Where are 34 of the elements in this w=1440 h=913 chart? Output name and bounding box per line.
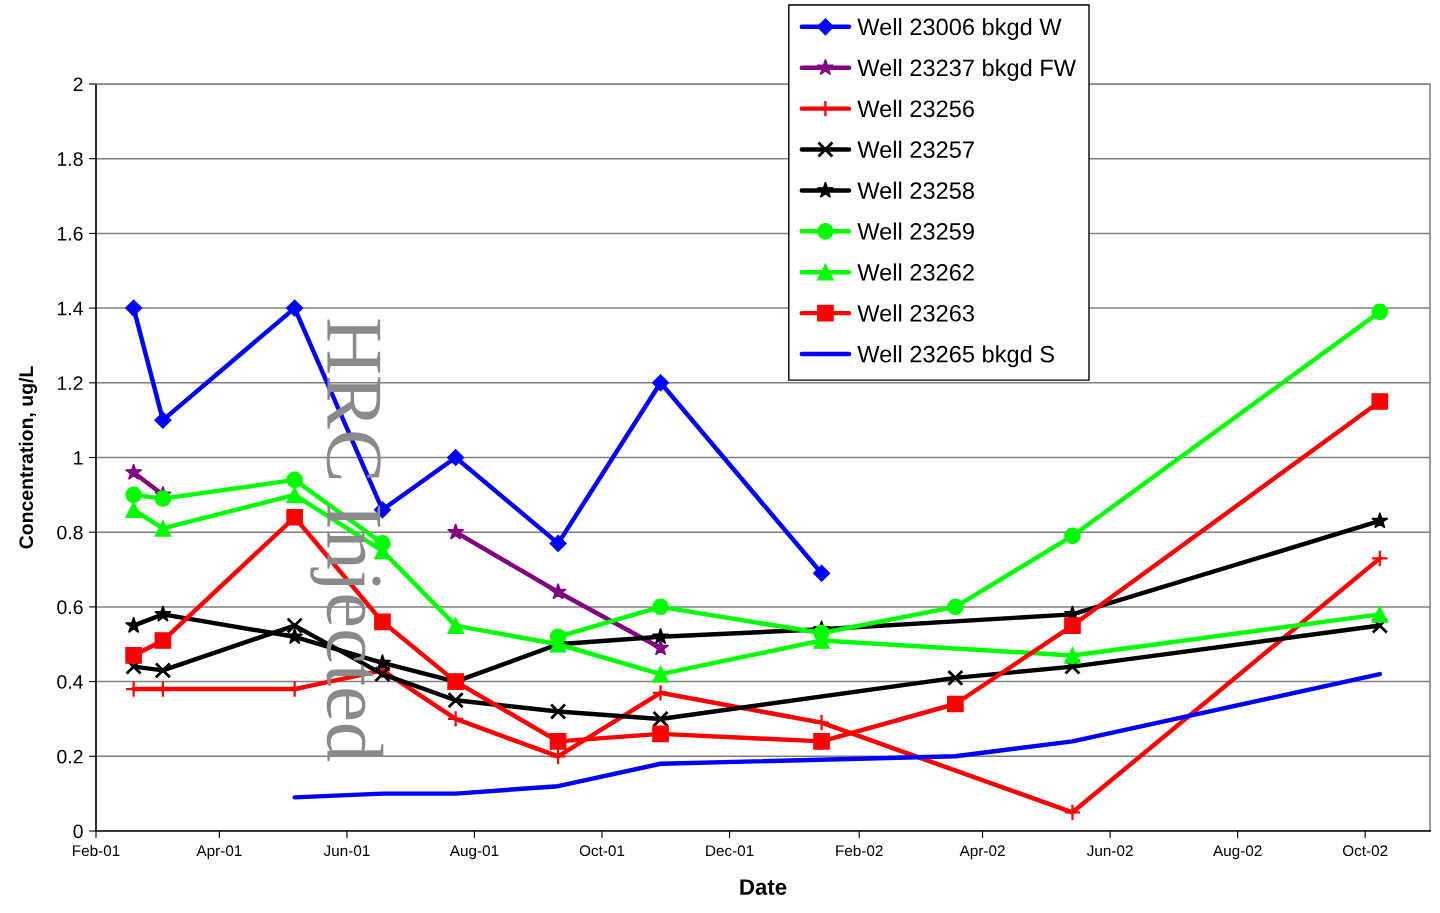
x-tick-label: Feb-01 (73, 844, 120, 857)
legend-label: Well 23237 bkgd FW (857, 58, 1076, 81)
x-tick-label: Dec-01 (706, 845, 754, 857)
annotation: HRC Injected (310, 319, 384, 762)
y-tick-label: 0.4 (57, 675, 83, 689)
x-tick-label: Apr-02 (959, 845, 1005, 860)
y-axis-title: Concentration, ug/L (18, 366, 38, 549)
legend-label: Well 23256 (857, 99, 974, 118)
x-tick-label: Jun-01 (323, 845, 370, 857)
y-tick-label: 0 (73, 824, 83, 839)
x-tick-label: Feb-02 (836, 844, 883, 857)
y-tick-label: 1.2 (57, 376, 83, 390)
legend-label: Well 23259 (857, 222, 974, 240)
y-tick-label: 1.6 (57, 226, 83, 241)
legend-label: Well 23258 (857, 181, 974, 199)
legend-label: Well 23263 (857, 304, 974, 322)
y-tick-label: 0.2 (57, 749, 83, 764)
x-tick-label: Oct-01 (579, 845, 625, 857)
x-tick-label: Oct-02 (1342, 845, 1388, 857)
x-tick-label: Aug-01 (449, 845, 499, 860)
x-tick-label: Jun-02 (1086, 845, 1133, 857)
y-tick-label: 0.6 (57, 600, 83, 615)
y-tick-label: 1.8 (57, 152, 83, 166)
x-tick-label: Apr-01 (196, 845, 242, 860)
legend-label: Well 23262 (857, 263, 974, 281)
legend-label: Well 23265 bkgd S (857, 345, 1054, 368)
legend-label: Well 23006 bkgd W (857, 17, 1062, 40)
y-tick-label: 1.4 (57, 301, 83, 316)
y-tick-label: 2 (73, 77, 83, 92)
y-tick-label: 1 (74, 451, 83, 465)
y-tick-label: 0.8 (57, 525, 83, 540)
x-axis-title: Date (740, 879, 787, 895)
x-tick-label: Aug-02 (1213, 845, 1262, 860)
legend-label: Well 23257 (857, 140, 974, 159)
